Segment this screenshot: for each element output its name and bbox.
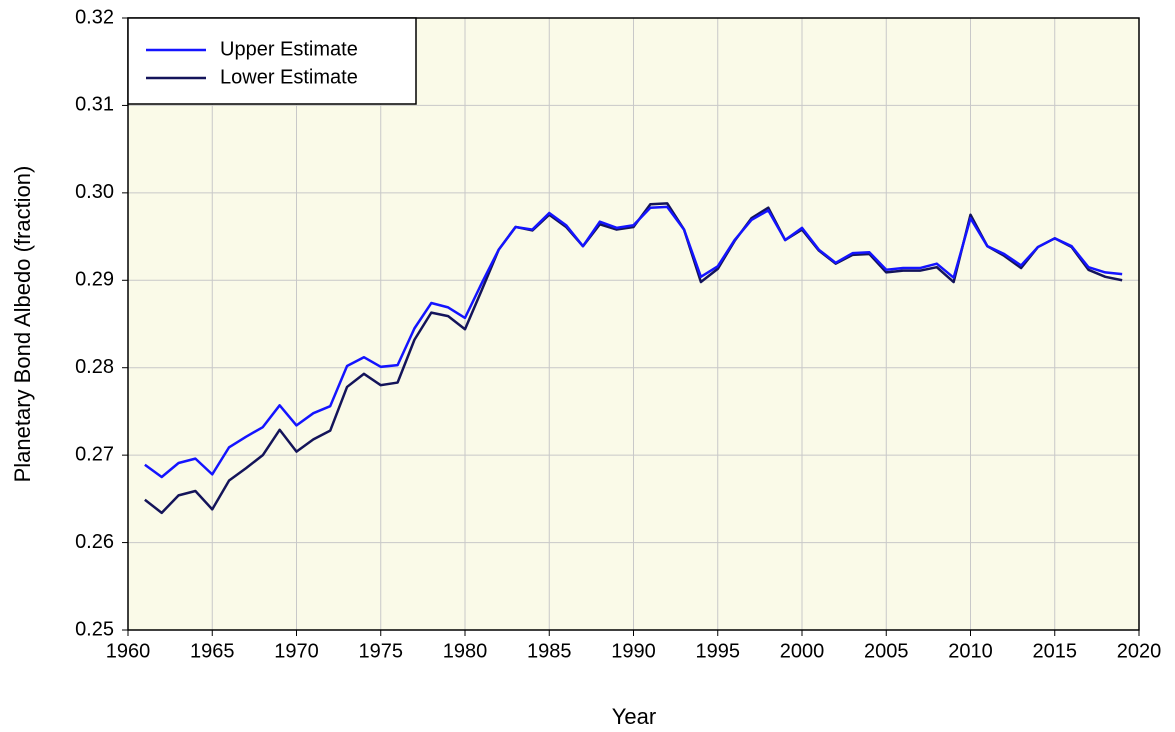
x-tick-label: 2020 xyxy=(1117,640,1162,662)
y-tick-label: 0.32 xyxy=(75,6,114,28)
x-tick-label: 1970 xyxy=(274,640,319,662)
plot-frame xyxy=(127,17,1140,631)
legend-label: Lower Estimate xyxy=(220,66,358,88)
y-tick-label: 0.31 xyxy=(75,94,114,116)
legend-box xyxy=(127,17,417,105)
legend-label: Upper Estimate xyxy=(220,38,358,60)
x-axis-label: Year xyxy=(612,704,656,729)
y-tick-label: 0.25 xyxy=(75,618,114,640)
x-tick-label: 1985 xyxy=(527,640,572,662)
y-axis-label: Planetary Bond Albedo (fraction) xyxy=(10,166,35,483)
x-tick-label: 1990 xyxy=(611,640,656,662)
data-line xyxy=(144,205,1123,479)
x-tick-label: 2010 xyxy=(948,640,993,662)
y-tick-label: 0.30 xyxy=(75,181,114,203)
x-tick-label: 1980 xyxy=(443,640,488,662)
x-tick-label: 1975 xyxy=(359,640,404,662)
y-tick-label: 0.27 xyxy=(75,443,114,465)
x-tick-label: 1965 xyxy=(190,640,235,662)
x-tick-label: 1995 xyxy=(696,640,741,662)
x-tick-label: 2005 xyxy=(864,640,909,662)
y-tick-label: 0.26 xyxy=(75,531,114,553)
x-tick-label: 2015 xyxy=(1033,640,1078,662)
y-tick-label: 0.29 xyxy=(75,269,114,291)
x-tick-label: 2000 xyxy=(780,640,825,662)
x-tick-label: 1960 xyxy=(106,640,151,662)
y-tick-label: 0.28 xyxy=(75,356,114,378)
